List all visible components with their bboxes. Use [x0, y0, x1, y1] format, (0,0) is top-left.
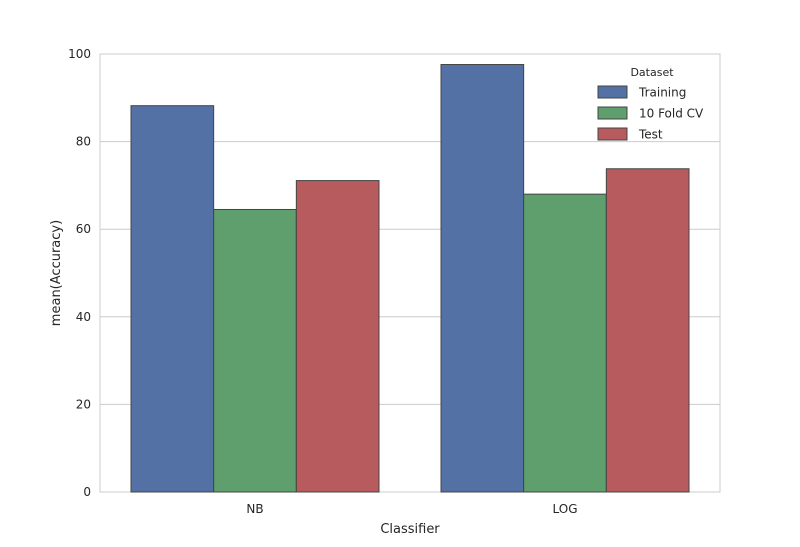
legend-label: Test [638, 128, 663, 142]
legend-label: 10 Fold CV [639, 107, 704, 121]
bar-nb-training [130, 105, 215, 493]
x-tick-labels: NB LOG [246, 502, 577, 516]
y-tick-label: 20 [76, 397, 91, 411]
legend-title: Dataset [630, 66, 674, 79]
y-axis-title: mean(Accuracy) [49, 220, 64, 326]
bar-log-test [605, 168, 690, 493]
bar-nb-test [295, 180, 380, 493]
legend-items: Training 10 Fold CV Test [597, 85, 704, 142]
y-tick-labels: 0 20 40 60 80 100 [68, 47, 91, 499]
bars [130, 64, 690, 493]
legend-swatch [597, 127, 628, 141]
y-tick-label: 80 [76, 135, 91, 149]
legend-swatch [597, 106, 628, 120]
y-tick-label: 100 [68, 47, 91, 61]
bar-log-training [440, 64, 525, 493]
legend-label: Training [638, 86, 686, 100]
bar-nb-10-fold-cv [213, 208, 297, 493]
legend-swatch [597, 85, 628, 99]
legend: Dataset Training 10 Fold CV Test [597, 66, 704, 142]
x-tick-label: LOG [552, 502, 577, 516]
x-tick-label: NB [246, 502, 263, 516]
x-axis-title: Classifier [380, 522, 440, 537]
y-tick-label: 40 [76, 310, 91, 324]
y-tick-label: 0 [83, 485, 91, 499]
y-tick-label: 60 [76, 222, 91, 236]
bar-log-10-fold-cv [523, 193, 607, 493]
